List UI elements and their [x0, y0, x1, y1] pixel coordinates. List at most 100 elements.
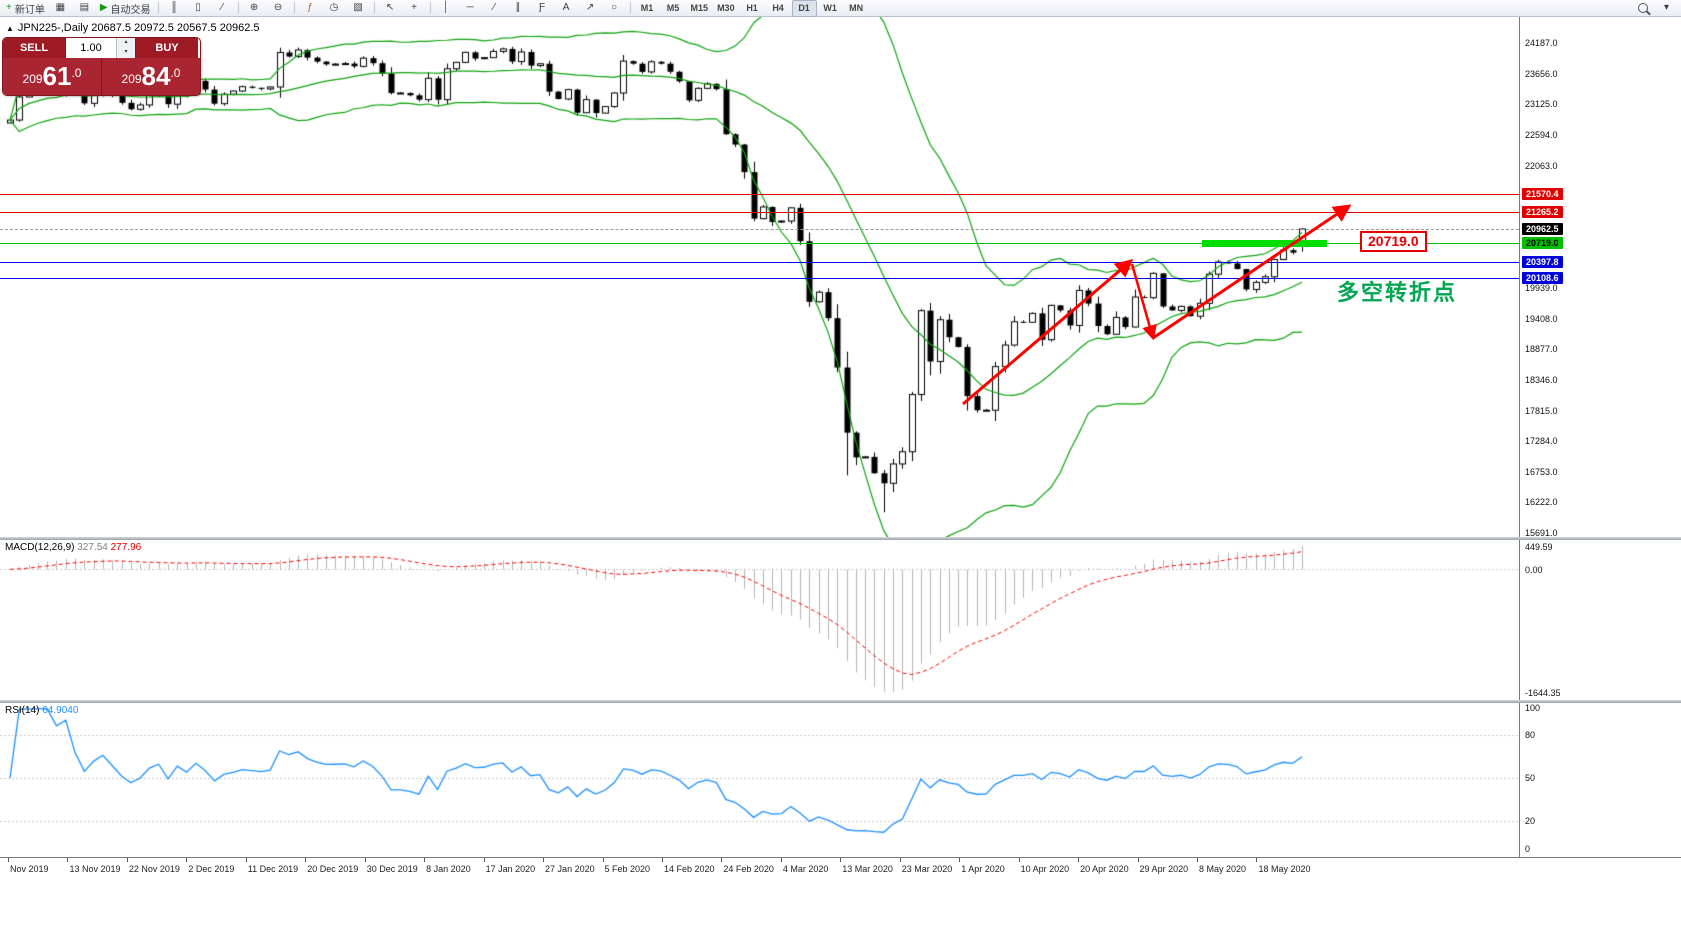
fibonacci-button[interactable]: Ƒ — [531, 0, 554, 17]
rsi-axis-label: 0 — [1525, 844, 1531, 854]
price-axis-label: 22063.0 — [1525, 160, 1558, 171]
vertical-line-button[interactable]: │ — [435, 0, 458, 17]
timeframe-h4-button[interactable]: H4 — [772, 3, 784, 13]
indicators-button[interactable]: ƒ — [299, 0, 322, 17]
toolbar: + 新订单 ▦ ▤ ▶ 自动交易 ║ ▯ ∕ ⊕ ⊖ ƒ ◷ ▧ ↖ + │ ─ ∕ ∥ Ƒ A ↗ ○ M1 M5 M15 M30 H… — [0, 0, 1681, 17]
sell-button[interactable]: SELL — [3, 38, 65, 58]
auto-trading-label: 自动交易 — [110, 4, 151, 16]
shapes-button[interactable]: ○ — [603, 0, 626, 17]
rsi-axis-label: 100 — [1525, 703, 1541, 713]
text-button[interactable]: A — [555, 0, 578, 17]
templates-button[interactable]: ▧ — [347, 0, 370, 17]
rsi-indicator-canvas[interactable] — [0, 703, 1519, 857]
timeframe-mn-button[interactable]: MN — [849, 3, 864, 13]
new-order-icon: + — [6, 2, 12, 13]
market-watch-button[interactable]: ▦ — [49, 0, 72, 17]
cursor-icon: ↖ — [385, 2, 395, 13]
hline-support-1[interactable] — [0, 262, 1519, 263]
price-axis-label: 17284.0 — [1525, 436, 1558, 447]
trendline-button[interactable]: ∕ — [483, 0, 506, 17]
timeframe-h1-button[interactable]: H1 — [746, 3, 758, 13]
buy-price[interactable]: 209 84.0 — [102, 58, 200, 95]
timeframe-m1-button[interactable]: M1 — [640, 3, 654, 13]
candlestick-type-button[interactable]: ▯ — [187, 0, 210, 17]
hline-icon: ─ — [466, 2, 474, 13]
new-order-button[interactable]: + 新订单 — [3, 0, 48, 17]
pivot-thick-line[interactable] — [1202, 240, 1327, 247]
hline-bid[interactable] — [0, 229, 1519, 230]
zoom-out-button[interactable]: ⊖ — [267, 0, 290, 17]
trend-arrow-2[interactable] — [1130, 263, 1157, 341]
new-order-label: 新订单 — [14, 4, 45, 16]
time-tick — [900, 858, 901, 862]
horizontal-line-button[interactable]: ─ — [459, 0, 482, 17]
search-button[interactable] — [1631, 0, 1654, 17]
time-tick — [721, 858, 722, 862]
pivot-price-label[interactable]: 20719.0 — [1360, 231, 1427, 252]
volume-down-button[interactable]: ▾ — [117, 48, 135, 58]
price-axis[interactable]: 21570.4 21265.2 20962.5 20719.0 20397.8 20108… — [1520, 17, 1681, 857]
time-tick — [424, 858, 425, 862]
macd-indicator-canvas[interactable] — [0, 540, 1519, 700]
periods-button[interactable]: ◷ — [323, 0, 346, 17]
hline-resistance-1[interactable] — [0, 194, 1519, 195]
volume-up-button[interactable]: ▴ — [117, 38, 135, 48]
trade-panel-toggle[interactable]: ▲ — [6, 24, 14, 33]
zoom-in-icon: ⊕ — [249, 2, 259, 13]
timeframe-w1-button[interactable]: W1 — [823, 3, 837, 13]
bar-chart-type-button[interactable]: ║ — [163, 0, 186, 17]
timeframe-m5-button[interactable]: M5 — [666, 3, 680, 13]
indicators-icon: ƒ — [307, 2, 313, 13]
trend-icon: ∕ — [493, 2, 495, 13]
chart-window: 21570.4 21265.2 20962.5 20719.0 20397.8 20108… — [0, 17, 1681, 945]
rsi-axis-label: 80 — [1525, 730, 1536, 741]
volume-box: ▴ ▾ — [65, 38, 136, 58]
price-axis-label: 18877.0 — [1525, 344, 1558, 355]
hline-support-2[interactable] — [0, 278, 1519, 279]
line-chart-type-button[interactable]: ∕ — [211, 0, 234, 17]
timeframe-m30-button[interactable]: M30 — [717, 3, 735, 13]
timeframe-m15-button[interactable]: M15 — [690, 3, 709, 13]
vline-icon: │ — [442, 2, 450, 13]
chart-list-button[interactable]: ▤ — [73, 0, 96, 17]
toolbar-separator — [429, 2, 431, 14]
time-axis-label: 18 May 2020 — [1258, 864, 1311, 874]
time-tick — [365, 858, 366, 862]
channel-button[interactable]: ∥ — [507, 0, 530, 17]
hline-pivot[interactable] — [0, 243, 1519, 244]
more-button[interactable]: ▾ — [1655, 0, 1678, 17]
panel-divider-macd[interactable] — [0, 537, 1681, 540]
volume-input[interactable] — [66, 38, 116, 58]
price-axis-border — [1519, 17, 1520, 857]
panel-divider-rsi[interactable] — [0, 700, 1681, 703]
buy-button[interactable]: BUY — [136, 38, 198, 58]
hline-resistance-2[interactable] — [0, 212, 1519, 213]
price-digits: 84 — [141, 61, 171, 91]
crosshair-button[interactable]: + — [403, 0, 426, 17]
main-chart-canvas[interactable] — [0, 17, 1519, 537]
time-axis-label: 13 Mar 2020 — [842, 864, 893, 874]
trend-arrow-1[interactable] — [962, 259, 1134, 406]
time-axis-label: 24 Feb 2020 — [723, 864, 774, 874]
toolbar-separator — [373, 2, 375, 14]
timeframe-d1-button[interactable]: D1 — [791, 0, 817, 17]
sell-price[interactable]: 209 61.0 — [3, 58, 102, 95]
macd-main-value: 327.54 — [77, 542, 108, 553]
auto-trading-button[interactable]: ▶ 自动交易 — [97, 0, 154, 17]
zoom-in-button[interactable]: ⊕ — [243, 0, 266, 17]
price-axis-label: 19939.0 — [1525, 283, 1558, 293]
annotation-note[interactable]: 多空转折点 — [1337, 280, 1458, 305]
arrows-button[interactable]: ↗ — [579, 0, 602, 17]
time-axis-label: 20 Apr 2020 — [1080, 864, 1129, 874]
time-axis-label: 8 May 2020 — [1199, 864, 1247, 874]
cursor-button[interactable]: ↖ — [379, 0, 402, 17]
time-axis-label: 22 Nov 2019 — [128, 864, 180, 874]
time-axis-label: Nov 2019 — [10, 864, 49, 874]
periods-icon: ◷ — [329, 2, 339, 13]
price-badge-support-1: 20397.8 — [1522, 256, 1563, 268]
time-axis-label: 1 Apr 2020 — [961, 864, 1005, 874]
macd-signal-value: 277.96 — [110, 542, 142, 553]
trend-arrow-3[interactable] — [1152, 204, 1352, 340]
time-axis[interactable]: Nov 2019 13 Nov 2019 22 Nov 2019 2 Dec 2019… — [0, 857, 1681, 945]
